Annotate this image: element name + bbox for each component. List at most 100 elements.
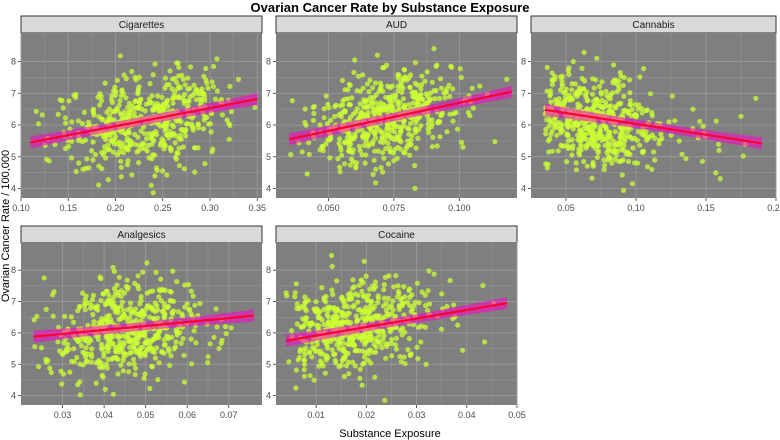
x-tick-label: 0.05 [137, 410, 155, 420]
data-point [120, 91, 126, 97]
data-point [126, 369, 132, 375]
data-point [149, 348, 155, 354]
data-point [97, 274, 103, 280]
data-point [384, 311, 390, 317]
data-point [119, 299, 125, 305]
y-tick-label: 6 [266, 328, 271, 338]
data-point [179, 72, 185, 78]
data-point [359, 309, 365, 316]
data-point [192, 145, 198, 151]
data-point [302, 321, 308, 327]
data-point [354, 319, 360, 325]
data-point [323, 354, 329, 360]
data-point [641, 66, 647, 72]
data-point [469, 85, 475, 91]
data-point [408, 120, 414, 127]
data-point [429, 144, 435, 150]
data-point [353, 347, 359, 354]
data-point [581, 86, 587, 92]
data-point [182, 82, 188, 88]
data-point [324, 345, 330, 351]
data-point [419, 289, 425, 295]
data-point [44, 156, 50, 162]
y-tick-label: 6 [11, 120, 16, 130]
data-point [353, 313, 359, 319]
data-point [347, 114, 354, 120]
data-point [365, 97, 371, 103]
data-point [422, 324, 428, 330]
data-point [112, 92, 119, 98]
data-point [123, 76, 129, 82]
data-point [178, 340, 184, 346]
data-point [584, 163, 590, 169]
data-point [581, 158, 587, 165]
data-point [368, 315, 374, 322]
data-point [162, 85, 168, 91]
data-point [370, 104, 376, 110]
data-point [62, 348, 69, 354]
data-point [371, 95, 377, 101]
data-point [566, 71, 572, 78]
data-point [377, 100, 384, 106]
data-point [602, 162, 608, 168]
data-point [140, 269, 146, 275]
data-point [588, 123, 594, 129]
data-point [338, 147, 344, 153]
data-point [410, 116, 416, 122]
data-point [381, 295, 387, 301]
data-point [301, 367, 307, 373]
data-point [325, 308, 331, 314]
data-point [214, 56, 220, 62]
data-point [104, 288, 110, 294]
data-point [558, 142, 564, 148]
data-point [117, 98, 123, 104]
x-tick-label: 0.15 [697, 203, 715, 213]
data-point [302, 305, 308, 311]
data-point [419, 73, 425, 79]
data-point [77, 392, 83, 398]
data-point [392, 146, 398, 153]
data-point [174, 279, 180, 285]
data-point [450, 86, 456, 92]
data-point [158, 140, 164, 146]
data-point [298, 346, 304, 352]
data-point [345, 292, 351, 298]
data-point [429, 121, 435, 127]
data-point [181, 91, 188, 98]
data-point [118, 174, 124, 180]
data-point [165, 345, 171, 352]
data-point [346, 81, 352, 87]
data-point [180, 76, 186, 82]
data-point [106, 335, 113, 341]
data-point [33, 108, 39, 114]
x-tick-label: 0.05 [557, 203, 575, 213]
data-point [51, 289, 57, 295]
data-point [365, 143, 371, 149]
data-point [592, 145, 598, 151]
data-point [65, 341, 71, 347]
data-point [644, 107, 650, 113]
data-point [621, 75, 627, 81]
data-point [414, 344, 420, 350]
data-point [108, 96, 115, 103]
data-point [450, 118, 456, 124]
data-point [346, 371, 352, 377]
data-point [146, 100, 152, 106]
data-point [311, 103, 317, 110]
data-point [121, 290, 128, 296]
data-point [426, 117, 432, 123]
data-point [176, 163, 182, 169]
data-point [477, 83, 483, 89]
data-point [147, 385, 153, 392]
data-point [138, 293, 144, 300]
data-point [373, 128, 379, 134]
data-point [330, 315, 337, 322]
data-point [447, 277, 453, 284]
data-point [347, 135, 353, 141]
data-point [339, 294, 345, 300]
data-point [369, 298, 375, 304]
data-point [616, 83, 622, 89]
data-point [584, 106, 590, 112]
data-point [99, 365, 105, 371]
data-point [106, 106, 112, 112]
